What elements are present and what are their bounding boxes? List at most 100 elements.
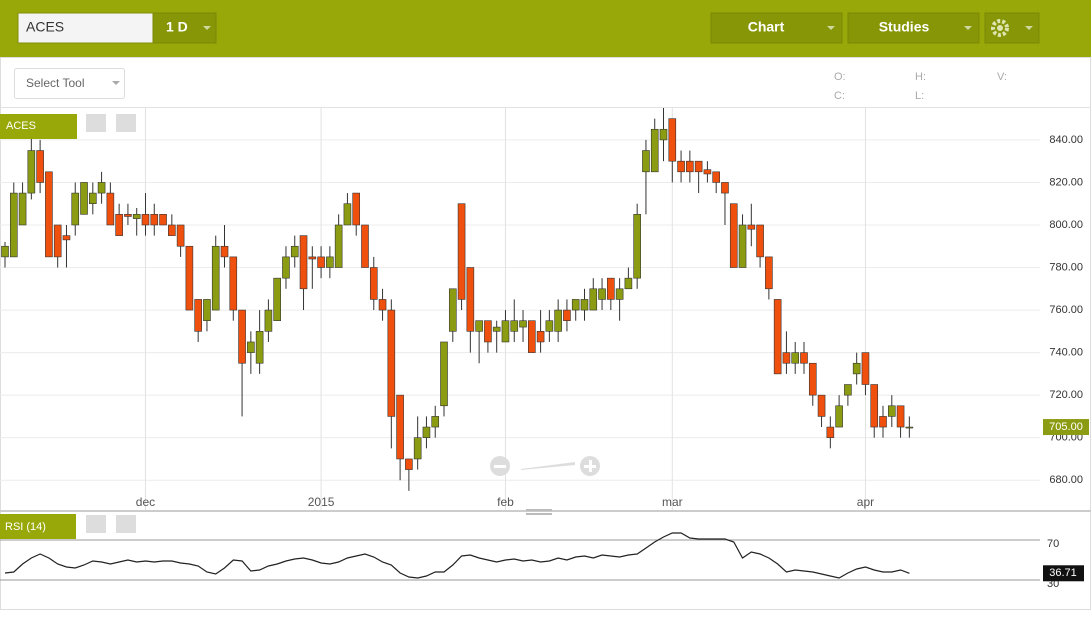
ohlc-label: O:: [834, 71, 846, 83]
zoom-in-icon: [589, 460, 592, 472]
candle-body: [132, 214, 141, 219]
zoom-slider[interactable]: [521, 462, 575, 470]
candle-body: [808, 362, 817, 396]
x-tick-label: dec: [136, 495, 155, 509]
candle-body: [712, 171, 720, 183]
y-tick-label: 780.00: [1049, 261, 1083, 273]
candle-body: [440, 341, 448, 407]
candle-body: [861, 352, 870, 385]
panel-handle[interactable]: [526, 509, 552, 511]
zoom-out-icon: [494, 465, 506, 468]
candle-body: [905, 426, 914, 429]
candle-body: [115, 214, 123, 236]
down-button[interactable]: [116, 114, 136, 132]
chart-label: ACES: [6, 120, 36, 132]
candle-body: [835, 405, 843, 428]
candle-body: [141, 214, 150, 226]
dropdown-arrow: [964, 26, 972, 30]
rsi-line: [4, 532, 910, 579]
candle-body: [387, 309, 396, 417]
candle-body: [492, 326, 501, 332]
candle-body: [422, 426, 431, 438]
candle-body: [563, 309, 571, 321]
candle-body: [89, 192, 97, 205]
candle-body: [615, 288, 624, 300]
studies-button-label: Studies: [879, 19, 930, 35]
panel-handle[interactable]: [526, 513, 552, 515]
dropdown-arrow: [1025, 26, 1033, 30]
candle-body: [633, 214, 641, 279]
candle-body: [413, 437, 422, 460]
candle-body: [896, 405, 905, 428]
candle-body: [168, 224, 176, 236]
candle-body: [844, 384, 852, 396]
chart-label-tag: [0, 114, 77, 139]
select-tool-label: Select Tool: [26, 76, 84, 90]
candle-body: [791, 352, 800, 364]
candle-body: [589, 288, 598, 311]
candle-body: [159, 214, 167, 226]
y-tick-label: 840.00: [1049, 134, 1083, 146]
candle-body: [238, 309, 246, 364]
candle-body: [1, 245, 9, 258]
study-label-tag: [0, 514, 76, 539]
ohlc-label: L:: [915, 90, 924, 102]
candle-body: [826, 426, 835, 438]
last-value-label: 36.71: [1049, 567, 1077, 579]
candle-body: [106, 192, 115, 226]
candle-body: [36, 150, 44, 183]
x-tick-label: 2015: [308, 495, 335, 509]
candle-body: [756, 224, 764, 258]
study-settings-button[interactable]: [86, 515, 106, 533]
zoom-control: [490, 456, 600, 476]
candle-body: [852, 362, 861, 375]
candle-body: [62, 235, 71, 241]
study-close-button[interactable]: [116, 515, 136, 533]
candle-body: [642, 150, 650, 173]
candle-body: [194, 299, 202, 332]
candle-body: [255, 331, 264, 364]
candle-body: [519, 320, 527, 328]
dropdown-arrow: [112, 81, 120, 85]
candle-body: [659, 128, 668, 141]
candle-body: [264, 309, 273, 332]
y-tick-label: 740.00: [1049, 347, 1083, 359]
studies-button[interactable]: [847, 12, 980, 44]
candle-body: [361, 224, 369, 268]
dropdown-arrow: [827, 26, 835, 30]
candle-body: [247, 341, 255, 353]
last-price-label: 705.00: [1049, 421, 1083, 433]
candle-body: [124, 214, 132, 217]
candle-body: [405, 458, 413, 470]
expand-button[interactable]: [86, 114, 106, 132]
candle-body: [9, 192, 18, 258]
candle-body: [686, 160, 694, 173]
chart-layer: 680.00700.00720.00740.00760.00780.00800.…: [0, 108, 1089, 590]
chart-button[interactable]: [710, 12, 843, 44]
candle-body: [334, 224, 343, 268]
select-tool[interactable]: [14, 68, 125, 99]
candle-body: [571, 299, 580, 311]
y-tick-label: 70: [1047, 538, 1059, 550]
candle-body: [185, 245, 194, 311]
candle-body: [27, 150, 36, 194]
candle-body: [624, 277, 633, 290]
ohlc-label: C:: [834, 90, 845, 102]
candle-body: [369, 267, 378, 300]
candle-body: [870, 384, 879, 428]
candle-body: [484, 320, 492, 343]
candle-body: [53, 224, 62, 258]
candle-body: [352, 192, 361, 226]
candle-body: [448, 288, 457, 332]
candle-body: [721, 182, 729, 194]
symbol-input[interactable]: [17, 12, 154, 44]
candle-body: [545, 320, 554, 332]
candle-body: [457, 203, 466, 300]
candle-body: [150, 214, 159, 226]
candle-body: [510, 320, 519, 332]
candle-body: [378, 299, 387, 311]
symbol: ACES: [26, 19, 64, 35]
candle-body: [475, 320, 483, 332]
candle-body: [887, 405, 896, 417]
